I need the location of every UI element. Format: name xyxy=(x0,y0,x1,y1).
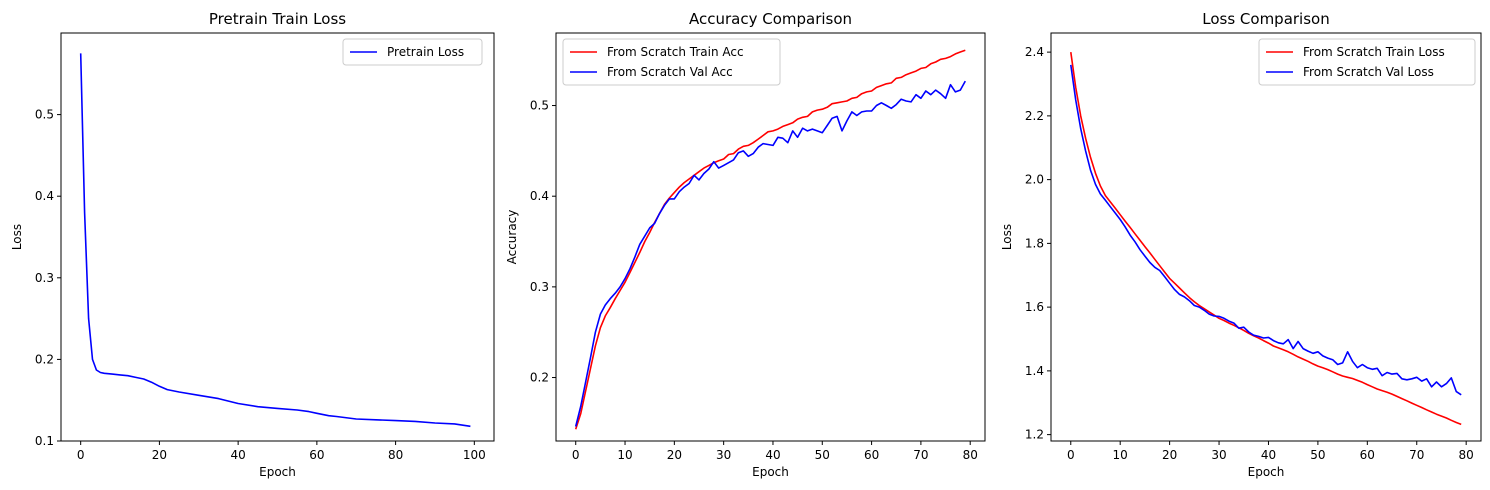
legend-label: Pretrain Loss xyxy=(387,45,464,59)
chart-title: Pretrain Train Loss xyxy=(209,10,346,28)
y-tick-label: 0.5 xyxy=(35,108,54,122)
legend-box xyxy=(342,38,483,66)
chart-panel-3: Loss Comparison 0 10 20 30 40 50 60 70 80 1.2 1.4 1.… xyxy=(1000,10,1482,479)
legend-label: From Scratch Val Loss xyxy=(1303,65,1434,79)
chart-title: Accuracy Comparison xyxy=(689,10,852,28)
x-tick-label: 80 xyxy=(388,448,403,462)
x-axis-label: Epoch xyxy=(752,465,789,479)
x-tick-label: 20 xyxy=(152,448,167,462)
x-tick-label: 60 xyxy=(1360,448,1375,462)
y-tick-label: 1.2 xyxy=(1025,428,1044,442)
x-tick-label: 40 xyxy=(230,448,245,462)
y-tick-label: 1.8 xyxy=(1025,236,1044,250)
y-tick-label: 2.0 xyxy=(1025,173,1044,187)
axes-frame xyxy=(1050,32,1482,442)
x-tick-label: 80 xyxy=(963,448,978,462)
x-tick-label: 50 xyxy=(815,448,830,462)
legend: From Scratch Train Acc From Scratch Val A… xyxy=(562,38,781,86)
x-tick-label: 0 xyxy=(572,448,580,462)
y-tick-label: 2.4 xyxy=(1025,45,1044,59)
y-tick-label: 0.1 xyxy=(35,434,54,448)
y-tick-label: 0.4 xyxy=(530,189,549,203)
y-tick-label: 2.2 xyxy=(1025,109,1044,123)
x-tick-label: 80 xyxy=(1459,448,1474,462)
x-tick-label: 40 xyxy=(1261,448,1276,462)
x-tick-label: 10 xyxy=(1113,448,1128,462)
x-tick-label: 70 xyxy=(913,448,928,462)
y-tick-label: 0.4 xyxy=(35,189,54,203)
y-tick-label: 0.3 xyxy=(35,271,54,285)
legend-label: From Scratch Train Loss xyxy=(1303,45,1445,59)
series-line-2 xyxy=(574,80,966,427)
series-line-2 xyxy=(1070,64,1462,396)
x-tick-label: 30 xyxy=(716,448,731,462)
legend-label: From Scratch Train Acc xyxy=(607,45,744,59)
series-line-1 xyxy=(1070,51,1462,426)
y-tick-label: 1.6 xyxy=(1025,300,1044,314)
x-tick-label: 60 xyxy=(309,448,324,462)
axes-frame xyxy=(60,32,495,442)
y-tick-label: 0.2 xyxy=(530,371,549,385)
legend-label: From Scratch Val Acc xyxy=(607,65,733,79)
series-line-1 xyxy=(574,49,966,430)
x-tick-label: 0 xyxy=(77,448,85,462)
y-tick-label: 0.2 xyxy=(35,352,54,366)
x-tick-label: 0 xyxy=(1067,448,1075,462)
legend-box xyxy=(562,38,781,86)
chart-panel-1: Pretrain Train Loss 0 20 40 60 80 100 0.1 0.2 0.3… xyxy=(10,10,495,479)
y-tick-label: 0.5 xyxy=(530,99,549,113)
y-tick-label: 1.4 xyxy=(1025,364,1044,378)
y-axis-label: Accuracy xyxy=(505,210,519,265)
chart-panel-2: Accuracy Comparison 0 10 20 30 40 50 60 70 80 0.2 0… xyxy=(505,10,986,479)
series-line-1 xyxy=(79,53,471,428)
legend: From Scratch Train Loss From Scratch Val … xyxy=(1258,38,1476,86)
x-axis-label: Epoch xyxy=(259,465,296,479)
x-tick-label: 30 xyxy=(1211,448,1226,462)
x-tick-label: 100 xyxy=(463,448,486,462)
y-axis-label: Loss xyxy=(10,224,24,250)
axes-frame xyxy=(555,32,986,442)
x-tick-label: 60 xyxy=(864,448,879,462)
y-tick-label: 0.3 xyxy=(530,280,549,294)
legend: Pretrain Loss xyxy=(342,38,483,66)
chart-title: Loss Comparison xyxy=(1202,10,1329,28)
x-tick-label: 40 xyxy=(765,448,780,462)
x-tick-label: 70 xyxy=(1409,448,1424,462)
y-axis-label: Loss xyxy=(1000,224,1014,250)
x-tick-label: 10 xyxy=(617,448,632,462)
legend-box xyxy=(1258,38,1476,86)
x-tick-label: 20 xyxy=(1162,448,1177,462)
x-tick-label: 50 xyxy=(1310,448,1325,462)
x-tick-label: 20 xyxy=(667,448,682,462)
x-axis-label: Epoch xyxy=(1248,465,1285,479)
